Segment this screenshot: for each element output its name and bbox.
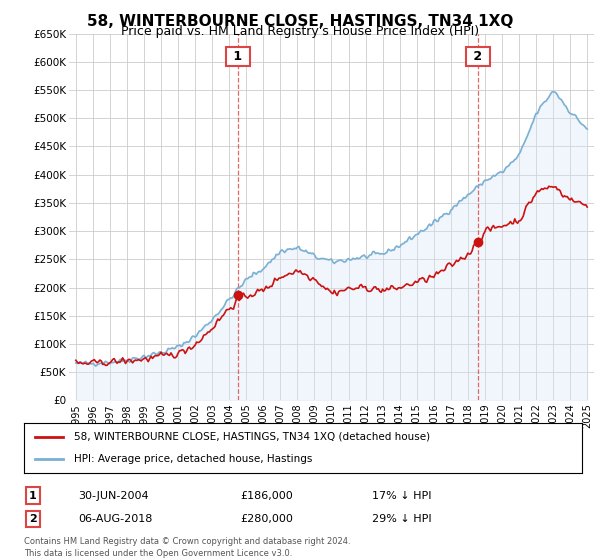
- Text: 2: 2: [469, 50, 487, 63]
- Text: 2: 2: [29, 514, 37, 524]
- Text: £280,000: £280,000: [240, 514, 293, 524]
- Text: £186,000: £186,000: [240, 491, 293, 501]
- Text: 1: 1: [229, 50, 247, 63]
- Text: This data is licensed under the Open Government Licence v3.0.: This data is licensed under the Open Gov…: [24, 549, 292, 558]
- Text: 29% ↓ HPI: 29% ↓ HPI: [372, 514, 431, 524]
- Text: 58, WINTERBOURNE CLOSE, HASTINGS, TN34 1XQ: 58, WINTERBOURNE CLOSE, HASTINGS, TN34 1…: [87, 14, 513, 29]
- Text: 58, WINTERBOURNE CLOSE, HASTINGS, TN34 1XQ (detached house): 58, WINTERBOURNE CLOSE, HASTINGS, TN34 1…: [74, 432, 430, 442]
- Text: 17% ↓ HPI: 17% ↓ HPI: [372, 491, 431, 501]
- Text: 30-JUN-2004: 30-JUN-2004: [78, 491, 149, 501]
- Text: Price paid vs. HM Land Registry's House Price Index (HPI): Price paid vs. HM Land Registry's House …: [121, 25, 479, 38]
- Text: HPI: Average price, detached house, Hastings: HPI: Average price, detached house, Hast…: [74, 454, 313, 464]
- Text: 1: 1: [29, 491, 37, 501]
- Text: 06-AUG-2018: 06-AUG-2018: [78, 514, 152, 524]
- Text: Contains HM Land Registry data © Crown copyright and database right 2024.: Contains HM Land Registry data © Crown c…: [24, 537, 350, 546]
